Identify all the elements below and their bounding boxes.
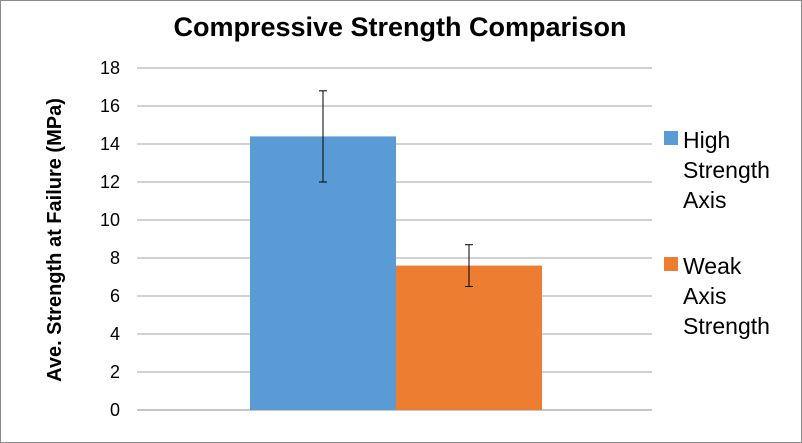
y-tick-label: 4	[110, 324, 120, 344]
y-tick-label: 0	[110, 400, 120, 420]
legend-label: High Strength Axis	[683, 127, 770, 213]
y-tick-label: 12	[100, 172, 120, 192]
legend-swatch	[664, 257, 678, 271]
bar	[396, 265, 542, 410]
y-tick-label: 8	[110, 248, 120, 268]
y-tick-label: 2	[110, 362, 120, 382]
legend-item: Weak Axis Strength	[664, 251, 793, 341]
legend: High Strength Axis Weak Axis Strength	[664, 125, 793, 377]
legend-item: High Strength Axis	[664, 125, 793, 215]
y-tick-label: 6	[110, 286, 120, 306]
y-tick-label: 14	[100, 134, 120, 154]
y-tick-label: 18	[100, 58, 120, 78]
legend-swatch	[664, 131, 678, 145]
legend-label: Weak Axis Strength	[683, 253, 770, 339]
y-tick-label: 16	[100, 96, 120, 116]
chart-title: Compressive Strength Comparison	[173, 12, 627, 42]
y-tick-label: 10	[100, 210, 120, 230]
